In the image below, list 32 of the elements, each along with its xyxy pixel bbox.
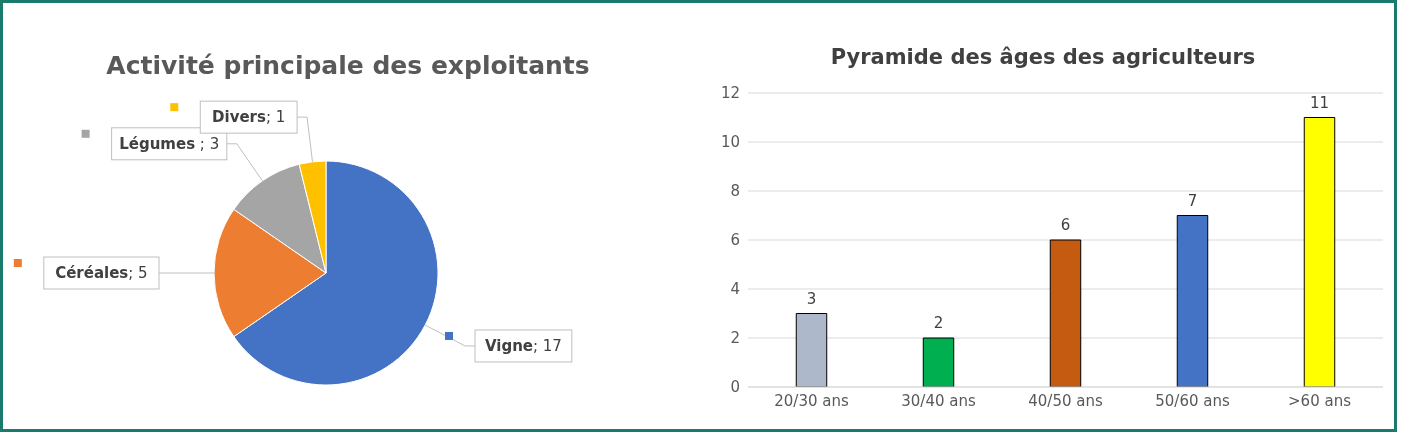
legend-label: Légumes [119,134,196,153]
data-label: 2 [933,314,944,332]
x-tick-label: 20/30 ans [774,391,849,410]
bar [922,337,955,387]
data-label: 6 [1060,216,1071,234]
chart-title: Pyramide des âges des agriculteurs [829,45,1257,69]
data-label: 7 [1187,191,1198,210]
y-tick-label: 4 [730,280,740,299]
data-label: 11 [1309,93,1330,112]
x-tick-label: 50/60 ans [1155,391,1230,410]
y-tick-label: 6 [730,231,740,250]
x-tick-label: 30/40 ans [901,391,976,410]
legend-label: Céréales [55,264,129,282]
chart-title: Activité principale des exploitants [105,51,591,80]
y-tick-label: 0 [730,378,740,397]
bar [1176,215,1209,387]
data-label: ; 17 [532,336,562,355]
data-label: ; 1 [265,108,286,127]
legend-label: Vigne [484,336,533,355]
x-tick-label: 40/50 ans [1028,391,1103,410]
bar [795,313,828,387]
y-tick-label: 10 [720,133,740,152]
legend-label: Divers [212,108,266,127]
data-label: 3 [806,289,817,308]
y-tick-label: 12 [720,84,740,103]
bar [1303,117,1336,387]
data-label: ; 5 [128,264,148,282]
bar [1049,239,1082,387]
y-tick-label: 2 [730,329,740,348]
y-tick-label: 8 [730,182,740,201]
data-label: ; 3 [195,134,220,153]
x-tick-label: >60 ans [1288,391,1352,410]
